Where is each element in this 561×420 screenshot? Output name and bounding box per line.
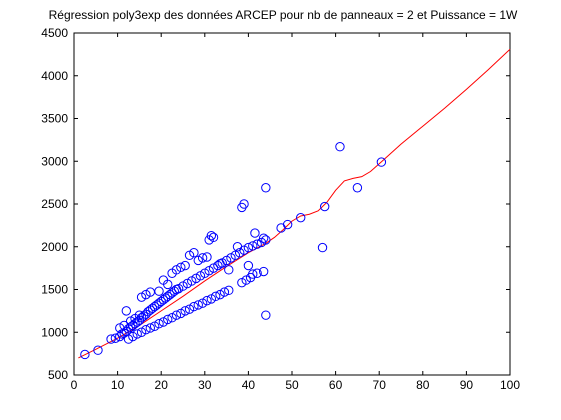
data-point: [248, 241, 258, 251]
data-point: [163, 279, 173, 290]
data-point: [261, 235, 271, 245]
data-point: [193, 300, 203, 310]
chart-title: Régression poly3exp des données ARCEP po…: [49, 8, 518, 22]
data-point: [189, 301, 199, 312]
data-point: [296, 212, 306, 223]
y-tick-label: 1000: [41, 325, 68, 339]
x-tick-label: 40: [242, 378, 256, 392]
data-point: [248, 269, 258, 279]
data-point: [110, 333, 121, 343]
data-point: [224, 265, 234, 275]
x-tick-label: 60: [329, 378, 343, 392]
data-point: [219, 287, 230, 297]
x-tick-label: 20: [155, 378, 169, 392]
data-point: [154, 286, 164, 296]
x-tick-label: 90: [460, 378, 474, 392]
points-layer: [80, 142, 387, 360]
data-point: [154, 319, 164, 329]
data-point: [320, 201, 330, 212]
x-tick-label: 100: [500, 378, 520, 392]
data-point: [232, 242, 243, 252]
y-tick-label: 3500: [41, 112, 68, 126]
data-point: [141, 324, 151, 335]
data-point: [215, 259, 225, 269]
data-point: [202, 252, 212, 262]
y-axis: 500 1000 1500 2000 2500 3000 3500 4000 4500: [41, 26, 510, 382]
x-tick-label: 70: [373, 378, 387, 392]
data-point: [258, 233, 269, 243]
data-point: [208, 232, 219, 243]
data-point: [121, 306, 132, 316]
data-point: [132, 329, 142, 339]
data-point: [243, 260, 254, 271]
x-tick-label: 10: [111, 378, 125, 392]
y-tick-label: 1500: [41, 283, 68, 297]
data-point: [180, 306, 190, 316]
data-point: [189, 248, 199, 258]
data-point: [250, 228, 260, 238]
data-point: [261, 183, 271, 193]
data-point: [206, 230, 217, 241]
data-point: [134, 310, 145, 320]
x-tick-label: 0: [71, 378, 78, 392]
y-tick-label: 3000: [41, 154, 68, 168]
data-point: [197, 253, 208, 263]
data-point: [211, 291, 221, 302]
y-tick-label: 4500: [41, 26, 68, 40]
data-point: [352, 183, 363, 193]
data-point: [93, 345, 103, 355]
x-axis: 0 10 20 30 40 50 60 70 80 90 100: [71, 33, 520, 392]
data-point: [252, 268, 262, 278]
regression-layer: [78, 48, 511, 359]
data-point: [261, 310, 271, 320]
data-point: [258, 266, 269, 277]
data-point: [239, 199, 249, 209]
data-point: [282, 219, 293, 230]
data-point: [80, 349, 90, 360]
data-point: [335, 142, 345, 152]
regression-curve: [78, 48, 511, 359]
data-point: [106, 334, 116, 344]
x-tick-label: 30: [198, 378, 212, 392]
data-point: [119, 320, 129, 331]
data-point: [243, 242, 254, 253]
data-point: [145, 323, 156, 333]
y-tick-label: 500: [48, 368, 68, 382]
data-point: [252, 239, 262, 249]
data-point: [171, 310, 182, 320]
data-point: [176, 262, 186, 272]
data-point: [376, 157, 387, 167]
x-tick-label: 80: [416, 378, 430, 392]
data-point: [224, 285, 234, 296]
data-point: [180, 260, 190, 271]
y-tick-label: 2000: [41, 240, 68, 254]
data-point: [317, 242, 328, 253]
y-tick-label: 4000: [41, 69, 68, 83]
x-tick-label: 50: [285, 378, 299, 392]
data-point: [163, 314, 173, 325]
data-point: [202, 295, 212, 306]
y-tick-label: 2500: [41, 197, 68, 211]
